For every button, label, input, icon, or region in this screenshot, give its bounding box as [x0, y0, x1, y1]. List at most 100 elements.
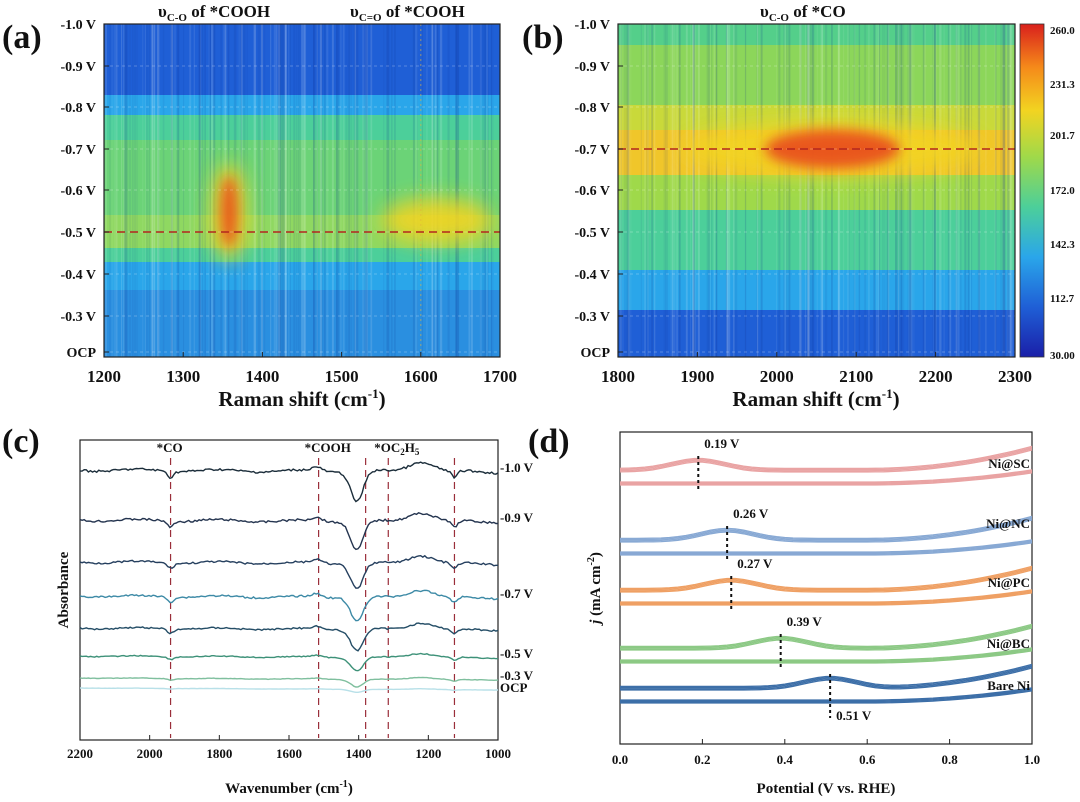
heatmap-streak — [816, 24, 818, 357]
spectrum-line — [79, 554, 498, 589]
heatmap-streak — [706, 24, 708, 357]
heatmap-streak — [776, 24, 777, 357]
heatmap-streak — [431, 24, 433, 357]
heatmap-streak — [122, 24, 125, 357]
y-tick-label: -0.7 V — [574, 143, 610, 158]
cv-curve — [620, 689, 1033, 703]
heatmap-streak — [967, 24, 969, 357]
x-tick-label: 1200 — [415, 746, 441, 761]
x-tick-label: 0.8 — [941, 752, 958, 767]
panel-c-xlabel: Wavenumber (cm-1) — [225, 779, 353, 797]
heatmap-band — [104, 290, 500, 357]
heatmap-streak — [709, 24, 711, 357]
heatmap-streak — [902, 24, 905, 357]
heatmap-streak — [434, 24, 437, 357]
heatmap-streak — [1007, 24, 1009, 357]
heatmap-streak — [366, 24, 369, 357]
heatmap-streak — [821, 24, 824, 357]
x-tick-label: 0.4 — [777, 752, 794, 767]
heatmap-streak — [734, 24, 736, 357]
cv-curve — [620, 690, 1033, 704]
heatmap-streak — [625, 24, 628, 357]
heatmap-streak — [486, 24, 488, 357]
series-label: -0.5 V — [500, 646, 534, 661]
heatmap-streak — [364, 24, 366, 357]
heatmap-band — [104, 248, 500, 262]
heatmap-streak — [939, 24, 942, 357]
heatmap-streak — [783, 24, 785, 357]
heatmap-streak — [432, 24, 435, 357]
heatmap-streak — [468, 24, 471, 357]
heatmap-streak — [173, 24, 177, 357]
heatmap-streak — [124, 24, 127, 357]
heatmap-streak — [909, 24, 912, 357]
heatmap-streak — [913, 24, 915, 357]
x-tick-label: 2000 — [760, 367, 794, 386]
colorbar-tick-label: 172.0 — [1050, 185, 1075, 197]
cv-curve — [620, 469, 1033, 483]
panel-a-heatmap — [104, 24, 500, 357]
heatmap-streak — [733, 24, 735, 357]
heatmap-streak — [148, 24, 151, 357]
series-label: OCP — [500, 680, 528, 695]
heatmap-streak — [726, 24, 728, 357]
heatmap-streak — [336, 24, 338, 357]
panel-d-xlabel: Potential (V vs. RHE) — [757, 781, 896, 797]
heatmap-streak — [490, 24, 492, 357]
x-tick-label: 2000 — [137, 746, 163, 761]
panel-b-xlabel: Raman shift (cm-1) — [732, 386, 899, 411]
heatmap-streak — [901, 24, 902, 357]
heatmap-streak — [910, 24, 913, 357]
heatmap-streak — [391, 24, 393, 357]
heatmap-streak — [162, 24, 165, 357]
heatmap-streak — [978, 24, 981, 357]
heatmap-streak — [347, 24, 350, 357]
heatmap-streak — [788, 24, 791, 357]
heatmap-streak — [1011, 24, 1014, 357]
heatmap-streak — [854, 24, 856, 357]
heatmap-streak — [735, 24, 738, 357]
heatmap-streak — [301, 24, 304, 357]
heatmap-streak — [417, 24, 418, 357]
y-tick-label: -0.9 V — [574, 60, 610, 75]
heatmap-streak — [756, 24, 759, 357]
heatmap-streak — [456, 24, 459, 357]
heatmap-streak — [304, 24, 307, 357]
cv-curve — [620, 663, 1033, 688]
heatmap-streak — [907, 24, 909, 357]
heatmap-streak — [958, 24, 960, 357]
panel-d-label: (d) — [528, 423, 570, 460]
cv-curve — [620, 518, 1033, 542]
spectrum-line — [79, 589, 499, 622]
panel-c-ylabel: Absorbance — [56, 551, 72, 628]
heatmap-streak — [264, 24, 266, 357]
heatmap-band — [618, 24, 1015, 45]
panel-a-axes: OCP -0.3 V -0.4 V -0.5 V -0.6 V -0.7 V -0.8 V -… — [60, 18, 517, 386]
heatmap-streak — [882, 24, 884, 357]
heatmap-streak — [302, 24, 305, 357]
heatmap-streak — [876, 24, 878, 357]
marker-label: *COOH — [305, 440, 351, 455]
heatmap-streak — [482, 24, 484, 357]
heatmap-streak — [316, 24, 318, 357]
heatmap-streak — [491, 24, 494, 357]
heatmap-streak — [995, 24, 997, 357]
heatmap-streak — [412, 24, 415, 357]
heatmap-streak — [690, 24, 691, 357]
marker-label: *CO — [157, 440, 183, 455]
heatmap-streak — [809, 24, 812, 357]
x-tick-label: 0.6 — [859, 752, 876, 767]
heatmap-streak — [354, 24, 356, 357]
series-label: -1.0 V — [500, 460, 534, 475]
heatmap-streak — [284, 24, 286, 357]
heatmap-streak — [865, 24, 867, 357]
heatmap-streak — [146, 24, 148, 357]
heatmap-streak — [156, 24, 160, 357]
y-tick-label: -0.7 V — [60, 143, 96, 158]
x-tick-label: 1900 — [680, 367, 714, 386]
heatmap-streak — [136, 24, 138, 357]
heatmap-streak — [713, 24, 716, 357]
cv-curve — [620, 649, 1033, 663]
heatmap-band — [618, 45, 1015, 105]
heatmap-streak — [665, 24, 666, 357]
